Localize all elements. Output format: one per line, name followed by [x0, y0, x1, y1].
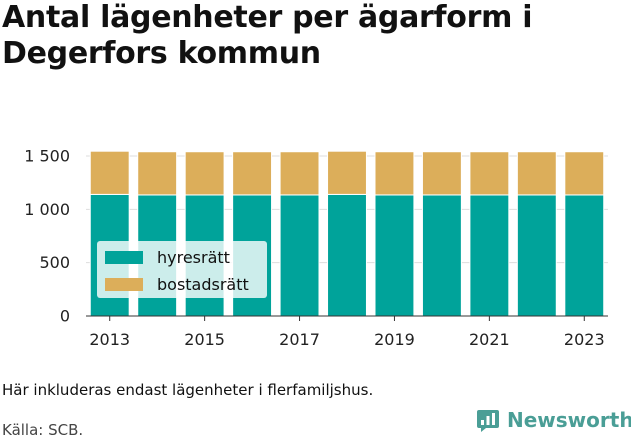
y-tick-label: 1 500 [24, 147, 70, 166]
bar-hyresratt [327, 193, 367, 317]
bar-bostadsratt [232, 151, 273, 196]
y-tick-label: 500 [39, 253, 70, 272]
legend-swatch-bostadsratt [105, 277, 143, 291]
bar-hyresratt [421, 194, 462, 317]
bar-bostadsratt [374, 151, 415, 196]
brand-name: Newsworthy [507, 408, 631, 432]
x-tick-label: 2015 [184, 330, 225, 349]
bar-bostadsratt [516, 151, 557, 196]
bar-chart-logo-icon [477, 410, 499, 432]
legend-item-hyresratt: hyresrätt [105, 246, 230, 268]
legend-label-bostadsratt: bostadsrätt [157, 274, 249, 294]
bar-bostadsratt [279, 151, 320, 196]
x-tick-label: 2023 [564, 330, 605, 349]
bar-bostadsratt [421, 151, 462, 196]
x-tick-label: 2013 [89, 330, 130, 349]
x-tick-label: 2017 [279, 330, 320, 349]
bar-hyresratt [374, 194, 415, 317]
bar-bostadsratt [327, 150, 367, 195]
bar-bostadsratt [469, 151, 510, 196]
bar-bostadsratt [89, 150, 130, 195]
chart-note: Här inkluderas endast lägenheter i flerf… [2, 381, 374, 399]
x-tick-label: 2019 [374, 330, 415, 349]
bar-hyresratt [516, 194, 557, 317]
bar-hyresratt [279, 194, 320, 317]
legend-swatch-hyresratt [105, 250, 143, 264]
x-tick-label: 2021 [469, 330, 510, 349]
newsworthy-brand: Newsworthy [476, 408, 631, 432]
bar-bostadsratt [564, 151, 605, 196]
chart-title: Antal lägenheter per ägarform i Degerfor… [2, 0, 533, 71]
y-tick-label: 0 [60, 307, 70, 326]
chart-legend: hyresrätt bostadsrätt [97, 241, 267, 298]
y-tick-label: 1 000 [24, 200, 70, 219]
legend-item-bostadsratt: bostadsrätt [105, 273, 249, 295]
legend-label-hyresratt: hyresrätt [157, 247, 230, 267]
bar-hyresratt [469, 194, 510, 317]
bar-bostadsratt [184, 151, 225, 196]
bar-bostadsratt [137, 151, 178, 196]
bar-hyresratt [564, 194, 605, 317]
source-credit: Källa: SCB. [2, 421, 84, 439]
